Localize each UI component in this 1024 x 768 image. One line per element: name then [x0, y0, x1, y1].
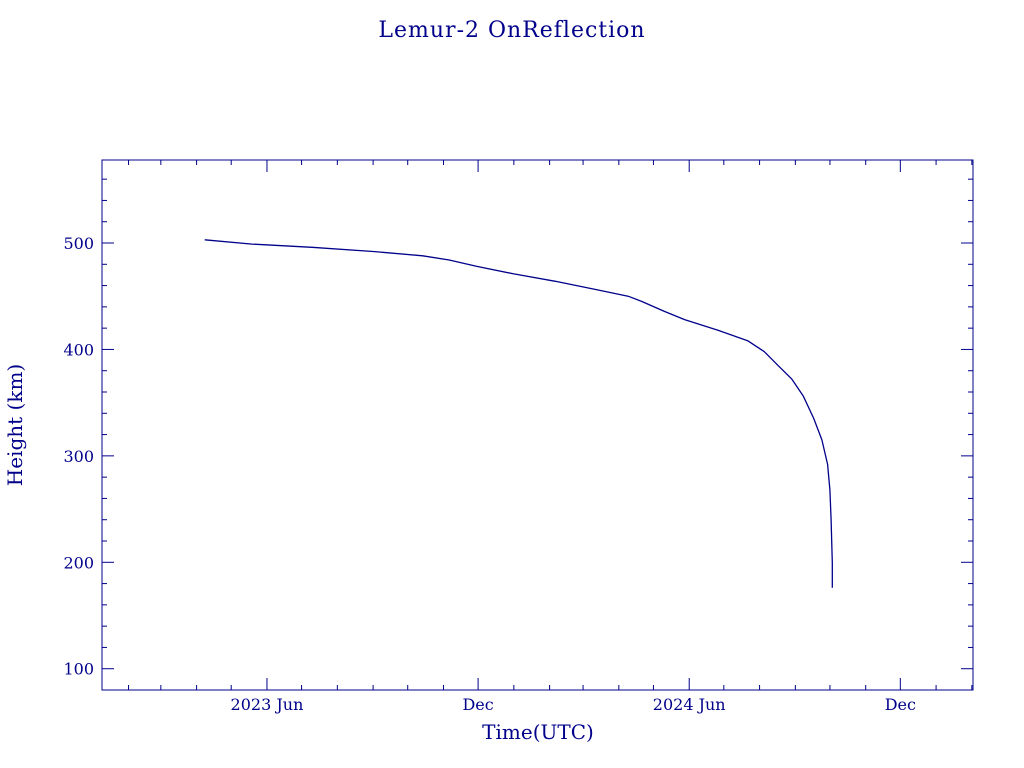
height-line	[204, 239, 833, 588]
x-axis-label: Time(UTC)	[482, 720, 594, 744]
y-tick-label: 200	[63, 553, 94, 572]
y-axis-label: Height (km)	[3, 364, 27, 486]
y-tick-label: 100	[63, 660, 94, 679]
x-tick-label: 2023 Jun	[231, 695, 304, 714]
chart-title: Lemur-2 OnReflection	[378, 18, 645, 43]
x-tick-label: Dec	[462, 695, 493, 714]
x-tick-label: 2024 Jun	[653, 695, 726, 714]
y-tick-label: 500	[63, 234, 94, 253]
plot-frame	[101, 159, 974, 691]
y-axis: 100 200 300 400 500	[63, 178, 973, 679]
x-tick-label: Dec	[885, 695, 916, 714]
x-axis: 2023 Jun Dec 2024 Jun Dec	[128, 160, 973, 714]
data-series	[204, 239, 833, 588]
y-tick-label: 300	[63, 447, 94, 466]
y-tick-label: 400	[63, 340, 94, 359]
